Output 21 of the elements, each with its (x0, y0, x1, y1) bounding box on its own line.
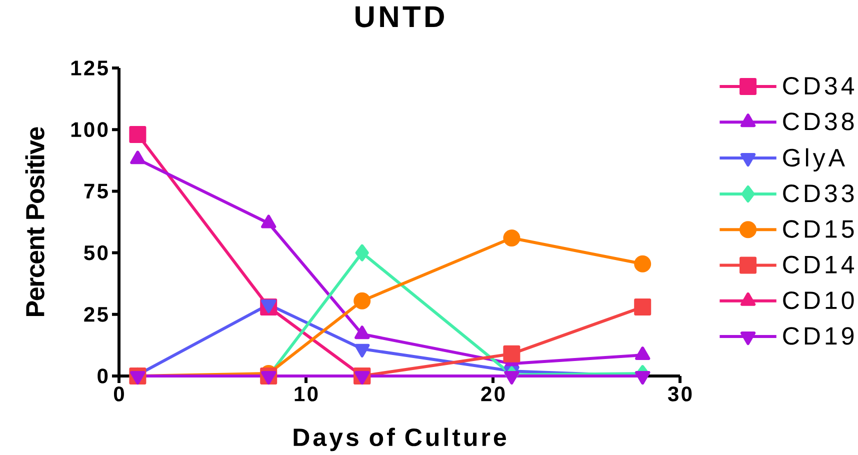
y-tick-label: 50 (84, 245, 108, 260)
legend-label: CD38 (783, 112, 854, 130)
x-tick-label: 20 (481, 386, 505, 402)
x-tick-label: 10 (294, 386, 318, 402)
y-tick-label: 125 (71, 60, 108, 76)
y-tick-label: 75 (84, 184, 108, 199)
y-tick-label: 100 (71, 122, 108, 138)
legend-label: GlyA (783, 148, 845, 172)
x-tick-label: 30 (668, 386, 692, 402)
chart-title: UNTD (356, 6, 444, 28)
legend-label: CD33 (783, 184, 854, 202)
legend-label: CD34 (783, 76, 854, 95)
legend-label: CD10 (783, 291, 854, 310)
legend-label: CD15 (783, 220, 854, 238)
legend-label: CD14 (783, 256, 854, 274)
legend-label: CD19 (783, 327, 854, 345)
y-tick-label: 0 (98, 368, 108, 384)
x-tick-label: 0 (114, 386, 124, 402)
x-axis-title: Days of Culture (294, 428, 506, 452)
y-tick-label: 25 (84, 306, 108, 322)
y-axis-title: Percent Positive (25, 127, 44, 316)
